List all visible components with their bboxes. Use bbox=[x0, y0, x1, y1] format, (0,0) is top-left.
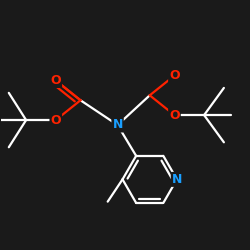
Text: N: N bbox=[112, 118, 123, 132]
Text: O: O bbox=[169, 108, 180, 122]
Text: O: O bbox=[50, 74, 61, 87]
Text: O: O bbox=[169, 69, 180, 82]
Text: O: O bbox=[50, 114, 61, 126]
Text: N: N bbox=[172, 173, 182, 186]
